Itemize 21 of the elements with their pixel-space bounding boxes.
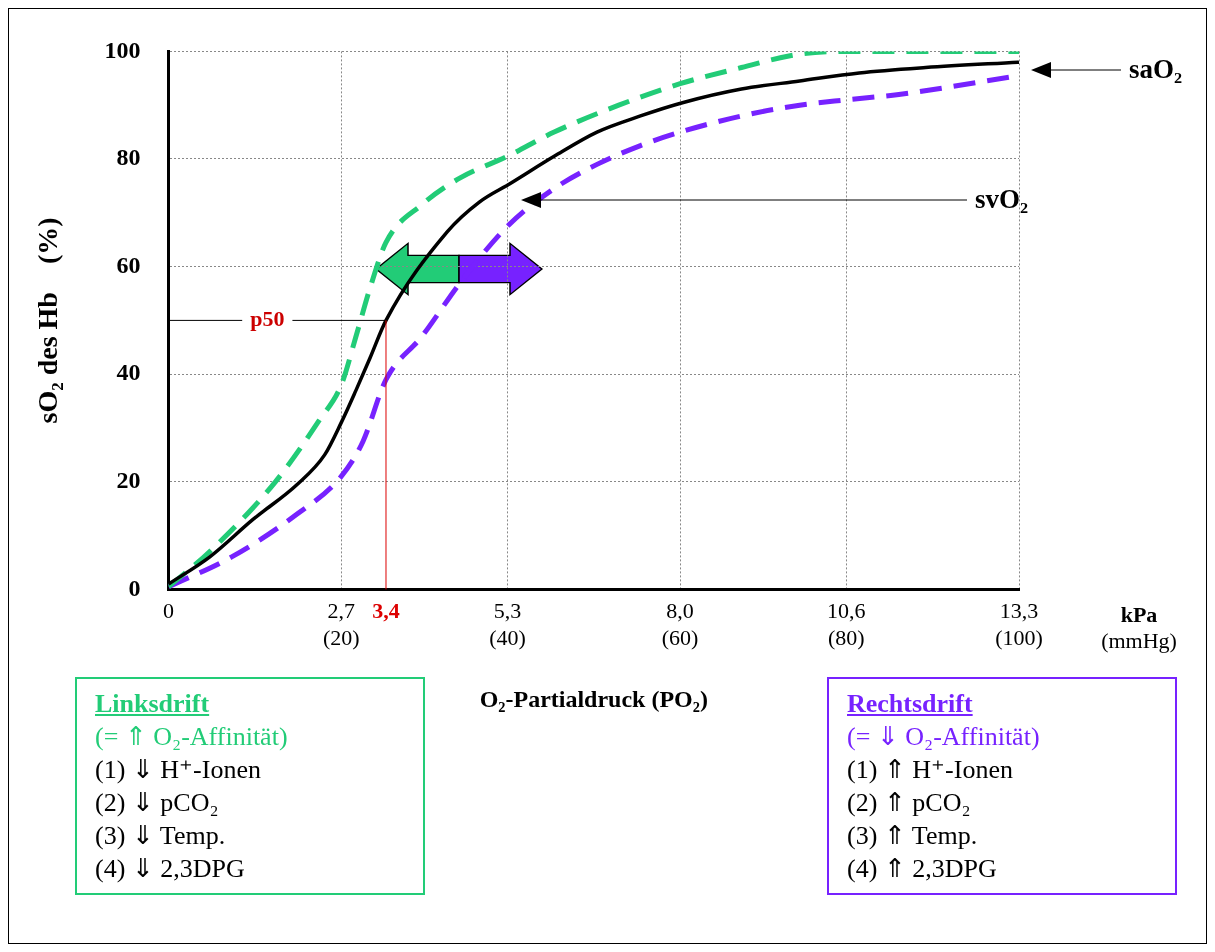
y-tick-label: 20: [116, 467, 141, 493]
y-tick-label: 60: [116, 251, 141, 278]
y-tick-label: 100: [104, 36, 141, 63]
x-tick-label: 13,3 (100): [995, 598, 1043, 650]
x-tick-label: 10,6 (80): [827, 598, 866, 650]
x-tick-label: 5,3 (40): [489, 598, 526, 650]
x-tick-label: 0: [163, 598, 175, 624]
text: saO₂: [1129, 53, 1183, 85]
ref-line-label: p50: [250, 306, 285, 332]
y-axis-title: sO₂ des Hb (%): [32, 217, 64, 424]
text: Rechtsdrift (= ⇓ O₂-Affinität) (1) ⇑ H⁺-Ionen (2) ⇑ pCO₂ (3) ⇑ Temp. (4) ⇑ 2,3DPG: [847, 688, 1041, 885]
x-axis-title: O₂-Partialdruck (PO₂): [479, 685, 708, 712]
text: kPa (mmHg): [1101, 602, 1177, 654]
y-tick-label: 80: [116, 144, 141, 171]
x-tick-label: 8,0 (60): [661, 598, 699, 650]
annotation: svO₂: [975, 183, 1029, 215]
x-tick-label: 2,7 (20): [322, 598, 360, 650]
text: Linksdrift (= ⇑ O₂-Affinität) (1) ⇓ H⁺-Ionen (2) ⇓ pCO₂ (3) ⇓ Temp. (4) ⇓ 2,3DPG: [95, 688, 289, 885]
x-tick-label: 3,4: [372, 598, 400, 624]
y-tick-label: 40: [116, 359, 141, 386]
y-tick-label: 0: [128, 574, 141, 601]
